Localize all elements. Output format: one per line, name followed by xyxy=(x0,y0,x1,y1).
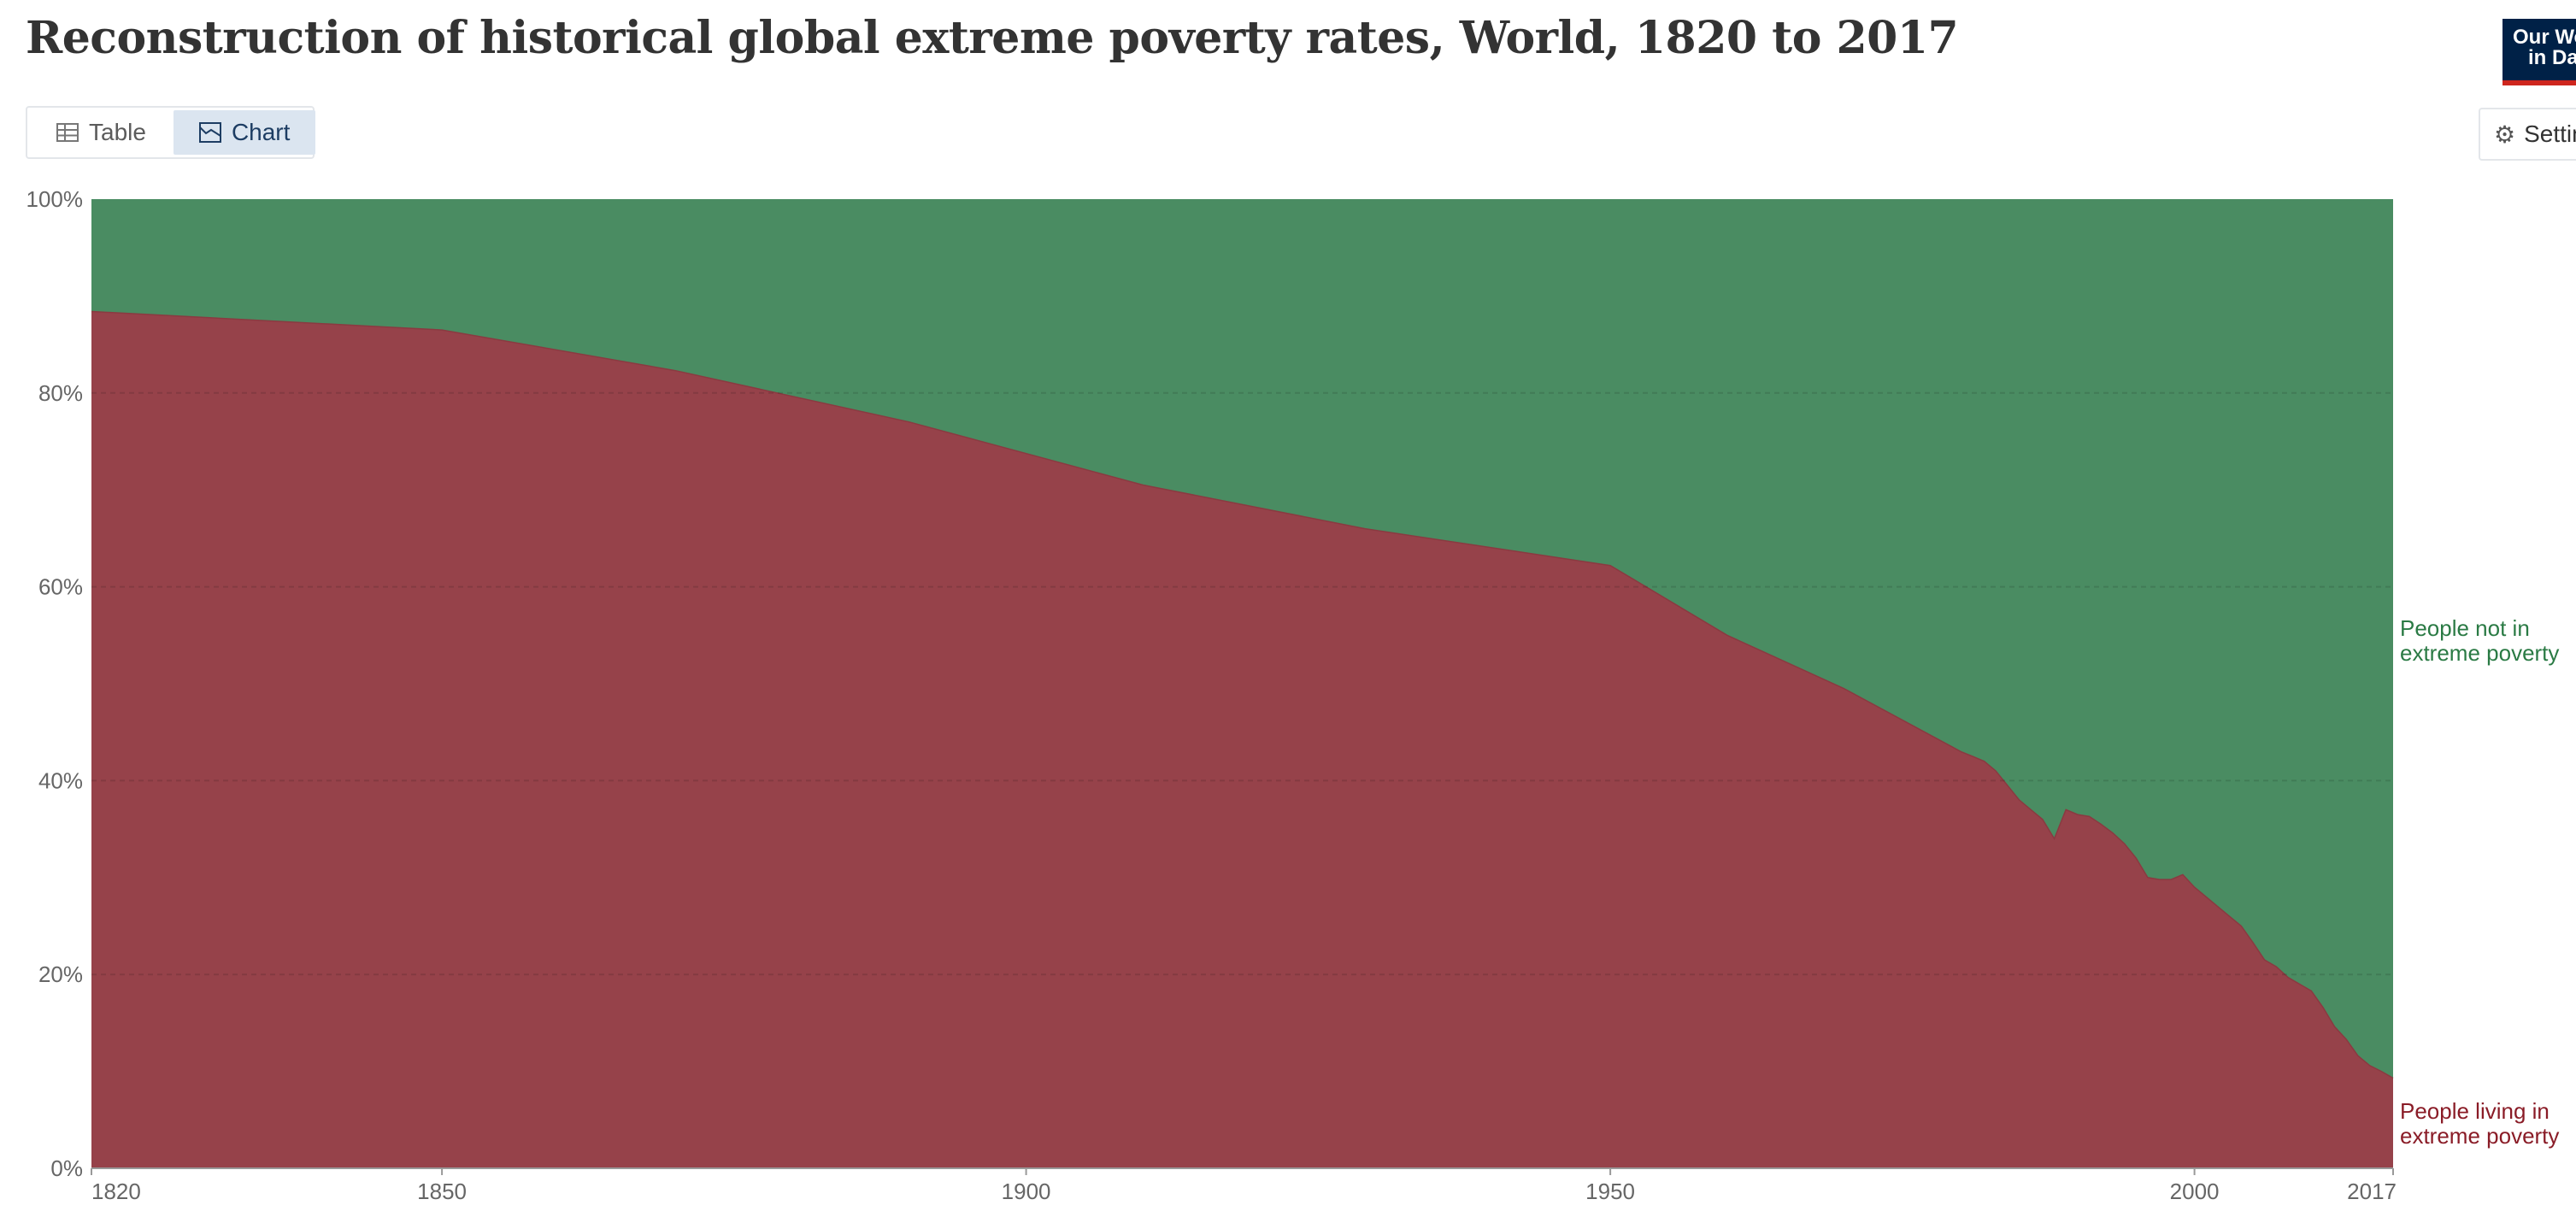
page-title: Reconstruction of historical global extr… xyxy=(26,12,1959,64)
x-tick-label: 1820 xyxy=(91,1179,141,1204)
logo-text-line-2: in Data xyxy=(2528,46,2576,69)
settings-label: Settings xyxy=(2524,121,2576,147)
tab-chart-label: Chart xyxy=(231,119,291,145)
label-not-in-extreme-poverty: extreme poverty xyxy=(2400,640,2559,666)
x-tick-label: 2017 xyxy=(2347,1179,2397,1204)
y-tick-label: 100% xyxy=(26,186,84,212)
x-tick-label: 2000 xyxy=(2170,1179,2220,1204)
area-extreme-poverty xyxy=(91,311,2393,1168)
tab-table[interactable]: Table xyxy=(31,110,172,155)
owid-logo[interactable]: Our World in Data xyxy=(2502,19,2576,85)
x-tick-label: 1900 xyxy=(1002,1179,1051,1204)
y-tick-label: 60% xyxy=(38,574,83,600)
y-tick-label: 40% xyxy=(38,767,83,793)
poverty-boundary-line xyxy=(91,310,2394,1079)
gear-icon: ⚙ xyxy=(2494,121,2516,148)
chart-icon xyxy=(198,122,221,143)
x-tick-label: 1950 xyxy=(1585,1179,1635,1204)
view-tabs: Table Chart xyxy=(26,106,316,159)
x-tick-label: 1850 xyxy=(417,1179,467,1204)
label-extreme-poverty: extreme poverty xyxy=(2400,1123,2559,1149)
table-icon xyxy=(56,123,79,142)
y-tick-label: 80% xyxy=(38,380,83,406)
label-extreme-poverty: People living in xyxy=(2400,1098,2550,1124)
y-tick-label: 0% xyxy=(50,1155,83,1181)
tab-chart[interactable]: Chart xyxy=(173,110,316,155)
y-tick-label: 20% xyxy=(38,961,83,987)
logo-text-line-1: Our World xyxy=(2513,26,2576,49)
label-not-in-extreme-poverty: People not in xyxy=(2400,615,2530,641)
tab-table-label: Table xyxy=(89,119,146,145)
settings-button[interactable]: ⚙ Settings xyxy=(2479,108,2576,161)
